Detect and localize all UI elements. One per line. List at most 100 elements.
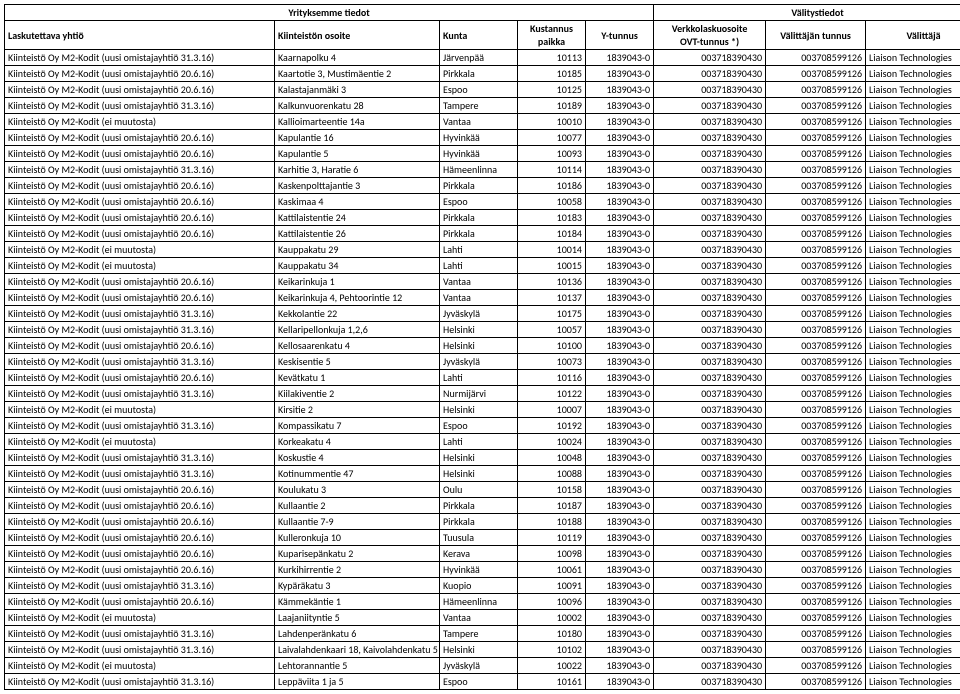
cell: 1839043-0 bbox=[586, 242, 654, 258]
cell: Liaison Technologies bbox=[866, 594, 960, 610]
cell: 003718390430 bbox=[654, 306, 766, 322]
cell: Kiinteistö Oy M2-Kodit (uusi omistajayht… bbox=[5, 194, 275, 210]
col-ovt-l2: OVT-tunnus *) bbox=[680, 35, 739, 48]
cell: 003708599126 bbox=[766, 482, 866, 498]
cell: Liaison Technologies bbox=[866, 178, 960, 194]
cell: Liaison Technologies bbox=[866, 418, 960, 434]
cell: 10010 bbox=[518, 114, 586, 130]
cell: Liaison Technologies bbox=[866, 114, 960, 130]
cell: Pirkkala bbox=[440, 226, 518, 242]
cell: 003708599126 bbox=[766, 610, 866, 626]
cell: Kotinummentie 47 bbox=[275, 466, 440, 482]
cell: 003708599126 bbox=[766, 306, 866, 322]
cell: 003708599126 bbox=[766, 146, 866, 162]
cell: Vantaa bbox=[440, 290, 518, 306]
cell: 003708599126 bbox=[766, 578, 866, 594]
cell: Nurmijärvi bbox=[440, 386, 518, 402]
cell: 003708599126 bbox=[766, 514, 866, 530]
cell: 10002 bbox=[518, 610, 586, 626]
table-row: Kiinteistö Oy M2-Kodit (uusi omistajayht… bbox=[5, 162, 960, 178]
cell: 003708599126 bbox=[766, 674, 866, 690]
cell: 003718390430 bbox=[654, 674, 766, 690]
cell: 1839043-0 bbox=[586, 354, 654, 370]
cell: Liaison Technologies bbox=[866, 642, 960, 658]
cell: 1839043-0 bbox=[586, 482, 654, 498]
table-row: Kiinteistö Oy M2-Kodit (uusi omistajayht… bbox=[5, 322, 960, 338]
cell: 10125 bbox=[518, 82, 586, 98]
cell: Liaison Technologies bbox=[866, 450, 960, 466]
cell: Karhitie 3, Haratie 6 bbox=[275, 162, 440, 178]
cell: Hyvinkää bbox=[440, 146, 518, 162]
cell: 10187 bbox=[518, 498, 586, 514]
cell: 003708599126 bbox=[766, 66, 866, 82]
col-valittaja: Välittäjä bbox=[866, 21, 960, 50]
cell: 10180 bbox=[518, 626, 586, 642]
cell: Kiinteistö Oy M2-Kodit (uusi omistajayht… bbox=[5, 82, 275, 98]
cell: Liaison Technologies bbox=[866, 514, 960, 530]
cell: 1839043-0 bbox=[586, 418, 654, 434]
cell: 003718390430 bbox=[654, 50, 766, 66]
cell: 1839043-0 bbox=[586, 450, 654, 466]
cell: Kaartotie 3, Mustimäentie 2 bbox=[275, 66, 440, 82]
table-row: Kiinteistö Oy M2-Kodit (uusi omistajayht… bbox=[5, 194, 960, 210]
cell: 1839043-0 bbox=[586, 370, 654, 386]
cell: 003708599126 bbox=[766, 50, 866, 66]
cell: Pirkkala bbox=[440, 498, 518, 514]
cell: Kiinteistö Oy M2-Kodit (uusi omistajayht… bbox=[5, 274, 275, 290]
cell: Kullaantie 7-9 bbox=[275, 514, 440, 530]
cell: Helsinki bbox=[440, 466, 518, 482]
table-row: Kiinteistö Oy M2-Kodit (uusi omistajayht… bbox=[5, 178, 960, 194]
cell: 003708599126 bbox=[766, 498, 866, 514]
cell: Liaison Technologies bbox=[866, 242, 960, 258]
cell: Kiinteistö Oy M2-Kodit (uusi omistajayht… bbox=[5, 98, 275, 114]
cell: Kiinteistö Oy M2-Kodit (uusi omistajayht… bbox=[5, 226, 275, 242]
cell: Kämmekäntie 1 bbox=[275, 594, 440, 610]
cell: 003718390430 bbox=[654, 274, 766, 290]
table-row: Kiinteistö Oy M2-Kodit (uusi omistajayht… bbox=[5, 466, 960, 482]
cell: 10158 bbox=[518, 482, 586, 498]
cell: Kiinteistö Oy M2-Kodit (uusi omistajayht… bbox=[5, 578, 275, 594]
cell: Pirkkala bbox=[440, 210, 518, 226]
cell: 1839043-0 bbox=[586, 162, 654, 178]
cell: Kiinteistö Oy M2-Kodit (uusi omistajayht… bbox=[5, 498, 275, 514]
cell: 10122 bbox=[518, 386, 586, 402]
cell: 1839043-0 bbox=[586, 402, 654, 418]
table-row: Kiinteistö Oy M2-Kodit (ei muutosta)Kaup… bbox=[5, 258, 960, 274]
cell: 10093 bbox=[518, 146, 586, 162]
header-group-transmission: Välitystiedot bbox=[654, 5, 960, 21]
cell: 10024 bbox=[518, 434, 586, 450]
cell: 1839043-0 bbox=[586, 530, 654, 546]
cell: 10175 bbox=[518, 306, 586, 322]
cell: Kekkolantie 22 bbox=[275, 306, 440, 322]
cell: 10161 bbox=[518, 674, 586, 690]
cell: Liaison Technologies bbox=[866, 274, 960, 290]
cell: Lahti bbox=[440, 258, 518, 274]
cell: 003718390430 bbox=[654, 498, 766, 514]
cell: 003708599126 bbox=[766, 82, 866, 98]
table-row: Kiinteistö Oy M2-Kodit (uusi omistajayht… bbox=[5, 674, 960, 690]
table-row: Kiinteistö Oy M2-Kodit (uusi omistajayht… bbox=[5, 450, 960, 466]
cell: Kullaantie 2 bbox=[275, 498, 440, 514]
cell: Oulu bbox=[440, 482, 518, 498]
cell: Kirsitie 2 bbox=[275, 402, 440, 418]
cell: 1839043-0 bbox=[586, 626, 654, 642]
cell: 1839043-0 bbox=[586, 210, 654, 226]
cell: Jyväskylä bbox=[440, 658, 518, 674]
cell: Liaison Technologies bbox=[866, 434, 960, 450]
cell: 10098 bbox=[518, 546, 586, 562]
cell: 1839043-0 bbox=[586, 146, 654, 162]
cell: Kellosaarenkatu 4 bbox=[275, 338, 440, 354]
cell: 1839043-0 bbox=[586, 386, 654, 402]
table-row: Kiinteistö Oy M2-Kodit (uusi omistajayht… bbox=[5, 482, 960, 498]
cell: 003718390430 bbox=[654, 82, 766, 98]
table-row: Kiinteistö Oy M2-Kodit (uusi omistajayht… bbox=[5, 290, 960, 306]
cell: Kiinteistö Oy M2-Kodit (uusi omistajayht… bbox=[5, 514, 275, 530]
cell: 10091 bbox=[518, 578, 586, 594]
cell: Tuusula bbox=[440, 530, 518, 546]
cell: Liaison Technologies bbox=[866, 610, 960, 626]
cell: 003718390430 bbox=[654, 514, 766, 530]
cell: 003708599126 bbox=[766, 114, 866, 130]
cell: Liaison Technologies bbox=[866, 674, 960, 690]
cell: 003708599126 bbox=[766, 466, 866, 482]
cell: Kiilakiventie 2 bbox=[275, 386, 440, 402]
